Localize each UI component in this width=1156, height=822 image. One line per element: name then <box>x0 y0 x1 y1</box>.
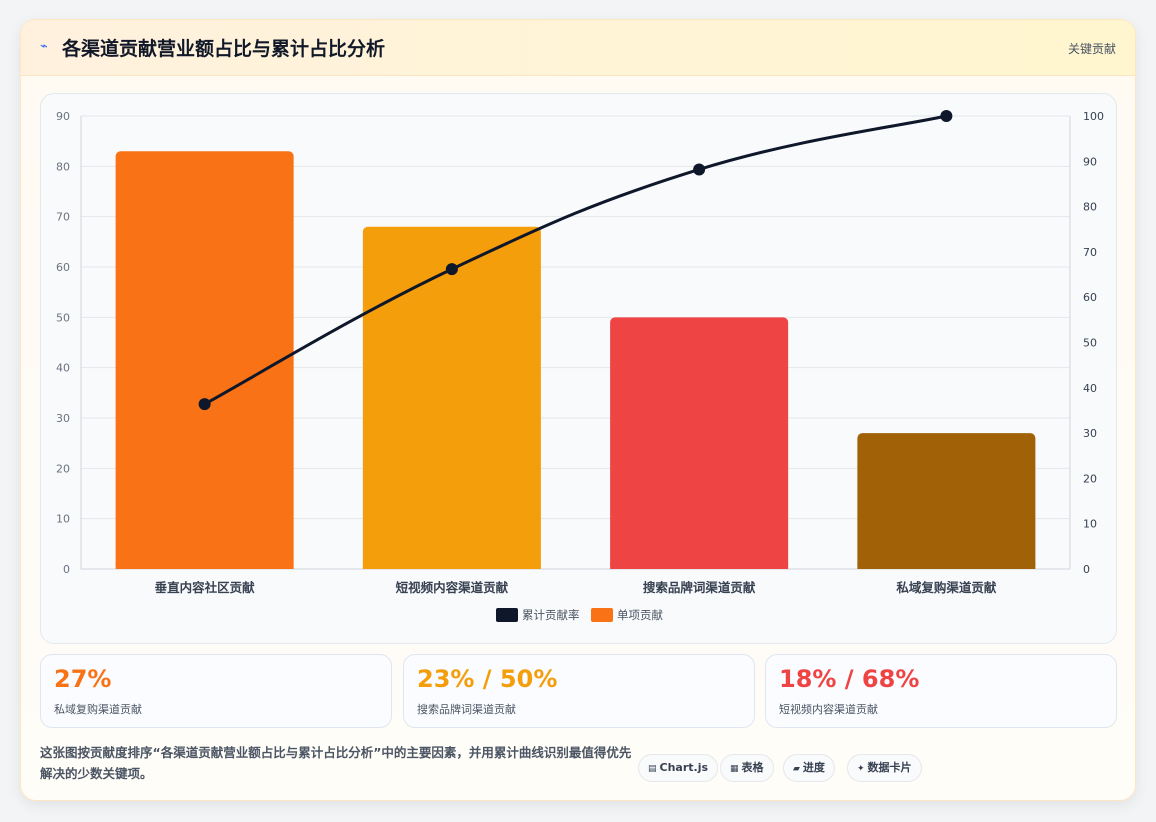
tool-progress-button[interactable]: ▰ 进度 <box>783 754 835 782</box>
tool-table-button[interactable]: ▦ 表格 <box>720 754 774 782</box>
bar-base <box>610 563 789 569</box>
stat-card-3: 18% / 68% 短视频内容渠道贡献 <box>765 654 1117 728</box>
bar <box>857 433 1036 569</box>
legend-label: 单项贡献 <box>617 608 663 622</box>
lightning-icon: ⌁ <box>40 39 48 54</box>
tool-label: 进度 <box>802 761 825 774</box>
y-right-tick-label: 70 <box>1083 246 1097 259</box>
y-right-tick-label: 20 <box>1083 472 1097 485</box>
tool-label: 表格 <box>741 761 764 774</box>
legend-label: 累计贡献率 <box>522 608 580 622</box>
y-right-tick-label: 90 <box>1083 155 1097 168</box>
y-left-tick-label: 40 <box>56 362 70 375</box>
chart-icon: ▤ <box>648 764 657 774</box>
tool-chartjs-button[interactable]: ▤ Chart.js <box>638 754 719 782</box>
cumulative-point <box>445 263 458 276</box>
y-left-tick-label: 50 <box>56 311 70 324</box>
y-left-tick-label: 10 <box>56 513 70 526</box>
y-left-tick-label: 60 <box>56 261 70 274</box>
y-left-tick-label: 70 <box>56 211 70 224</box>
bar-base <box>362 563 541 569</box>
bar-base <box>115 563 294 569</box>
y-left-tick-label: 80 <box>56 160 70 173</box>
cumulative-line <box>203 114 947 406</box>
cumulative-point <box>198 398 211 411</box>
page-title: 各渠道贡献营业额占比与累计占比分析 <box>62 38 386 60</box>
y-left-tick-label: 0 <box>63 563 70 576</box>
cumulative-point <box>693 163 706 176</box>
tool-label: 数据卡片 <box>867 761 912 774</box>
x-tick-label: 搜索品牌词渠道贡献 <box>643 580 756 595</box>
bar <box>115 151 294 569</box>
chart-description: 这张图按贡献度排序“各渠道贡献营业额占比与累计占比分析”中的主要因素，并用累计曲… <box>40 745 632 781</box>
y-right-tick-label: 80 <box>1083 201 1097 214</box>
stat-label: 私域复购渠道贡献 <box>54 703 142 716</box>
legend-swatch <box>496 608 518 622</box>
legend-swatch <box>591 608 613 622</box>
x-tick-label: 短视频内容渠道贡献 <box>396 580 509 595</box>
y-right-tick-label: 0 <box>1083 563 1090 576</box>
tool-label: Chart.js <box>659 761 709 774</box>
pareto-chart: 0 10 20 30 40 50 60 70 80 90 0 10 20 30 40 50 60 70 80 90 10… <box>56 110 1104 622</box>
card-header: ⌁ 各渠道贡献营业额占比与累计占比分析 关键贡献 <box>21 20 1135 76</box>
header-tag: 关键贡献 <box>1067 42 1116 56</box>
stat-label: 搜索品牌词渠道贡献 <box>417 703 516 716</box>
y-right-tick-label: 60 <box>1083 291 1097 304</box>
chart-panel: 0 10 20 30 40 50 60 70 80 90 0 10 20 30 40 50 60 70 80 90 10… <box>40 93 1117 644</box>
y-right-tick-label: 10 <box>1083 518 1097 531</box>
cumulative-point <box>940 110 953 122</box>
bar <box>362 226 541 569</box>
stat-label: 短视频内容渠道贡献 <box>779 703 878 716</box>
y-left-tick-label: 20 <box>56 462 70 475</box>
tool-datacard-button[interactable]: ✦ 数据卡片 <box>847 754 922 782</box>
y-right-tick-label: 40 <box>1083 382 1097 395</box>
table-icon: ▦ <box>730 764 739 774</box>
stat-value: 27% <box>54 665 112 693</box>
stat-card-1: 27% 私域复购渠道贡献 <box>40 654 392 728</box>
stat-value: 18% / 68% <box>779 665 920 693</box>
y-right-tick-label: 50 <box>1083 337 1097 350</box>
card-icon: ✦ <box>857 764 865 774</box>
y-right-tick-label: 30 <box>1083 427 1097 440</box>
y-right-tick-label: 100 <box>1083 110 1104 123</box>
x-tick-label: 私域复购渠道贡献 <box>895 580 997 595</box>
y-left-tick-label: 30 <box>56 412 70 425</box>
stat-value: 23% / 50% <box>417 665 558 693</box>
stat-card-2: 23% / 50% 搜索品牌词渠道贡献 <box>403 654 755 728</box>
bar <box>610 317 789 569</box>
x-tick-label: 垂直内容社区贡献 <box>155 580 256 595</box>
y-left-tick-label: 90 <box>56 110 70 123</box>
chart-card: ⌁ 各渠道贡献营业额占比与累计占比分析 关键贡献 0 10 20 30 40 50 60 70… <box>20 19 1136 801</box>
progress-icon: ▰ <box>793 764 800 774</box>
bar-base <box>857 563 1036 569</box>
